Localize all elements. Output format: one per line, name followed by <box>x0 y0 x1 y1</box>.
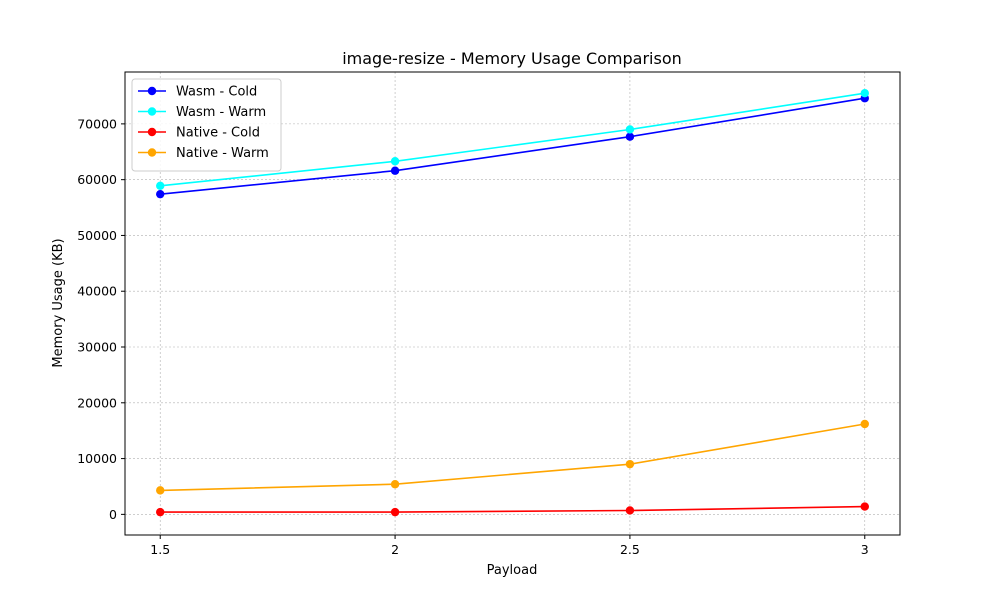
y-tick-label: 50000 <box>77 228 117 243</box>
legend-item: Wasm - Cold <box>138 85 257 100</box>
data-point-wasm-warm <box>625 125 635 134</box>
legend-label: Native - Warm <box>176 146 269 161</box>
data-point-native-cold <box>390 507 400 517</box>
x-tick-label: 2.5 <box>620 542 640 557</box>
chart-title: image-resize - Memory Usage Comparison <box>342 49 682 68</box>
data-point-native-cold <box>860 502 869 511</box>
data-point-wasm-cold <box>390 166 400 175</box>
data-point-native-warm <box>625 459 635 469</box>
data-point-native-cold <box>156 507 165 517</box>
data-point-native-warm <box>156 486 165 495</box>
legend-label: Wasm - Warm <box>176 105 266 120</box>
data-point-wasm-warm <box>860 88 869 98</box>
legend-marker <box>147 148 157 157</box>
y-tick-label: 0 <box>109 507 117 522</box>
data-point-wasm-cold <box>156 189 165 199</box>
legend-label: Wasm - Cold <box>176 85 257 100</box>
legend-marker <box>147 86 157 96</box>
series-wasm-warm <box>156 88 869 190</box>
y-tick-label: 20000 <box>77 395 117 410</box>
y-tick-label: 40000 <box>77 284 117 299</box>
y-tick-label: 70000 <box>77 116 117 131</box>
data-point-native-warm <box>390 480 400 489</box>
series-layer <box>156 88 869 517</box>
x-tick-label: 1.5 <box>150 542 170 557</box>
x-tick-label: 3 <box>861 542 869 557</box>
x-tick-label: 2 <box>391 542 399 557</box>
y-tick-label: 10000 <box>77 451 117 466</box>
legend-marker <box>147 127 157 137</box>
x-axis-label: Payload <box>487 563 538 578</box>
data-point-wasm-warm <box>390 157 400 166</box>
legend-item: Wasm - Warm <box>138 105 266 120</box>
legend-item: Native - Cold <box>138 126 260 141</box>
series-line-wasm-cold <box>160 97 865 195</box>
legend: Wasm - Cold Wasm - Warm Native - Cold Nativ… <box>131 78 282 172</box>
series-wasm-cold <box>156 94 869 199</box>
plot-frame <box>124 71 901 536</box>
ticks: 1.5 2 2.5 3 0 10000 20000 30000 40000 50000 60000 7… <box>77 116 869 557</box>
series-native-cold <box>156 502 869 517</box>
legend-item: Native - Warm <box>138 146 269 161</box>
y-tick-label: 60000 <box>77 172 117 187</box>
legend-box <box>131 78 282 172</box>
legend-marker <box>147 107 157 116</box>
grid <box>125 72 900 535</box>
data-point-wasm-cold <box>625 132 635 141</box>
y-axis-label: Memory Usage (KB) <box>51 238 66 367</box>
data-point-native-warm <box>860 419 869 429</box>
y-tick-label: 30000 <box>77 340 117 355</box>
series-line-wasm-warm <box>160 92 865 187</box>
legend-label: Native - Cold <box>176 126 260 141</box>
series-line-native-warm <box>160 423 865 492</box>
data-point-wasm-warm <box>156 181 165 190</box>
series-native-warm <box>156 419 869 495</box>
data-point-native-cold <box>625 506 635 515</box>
series-line-native-cold <box>160 505 865 513</box>
